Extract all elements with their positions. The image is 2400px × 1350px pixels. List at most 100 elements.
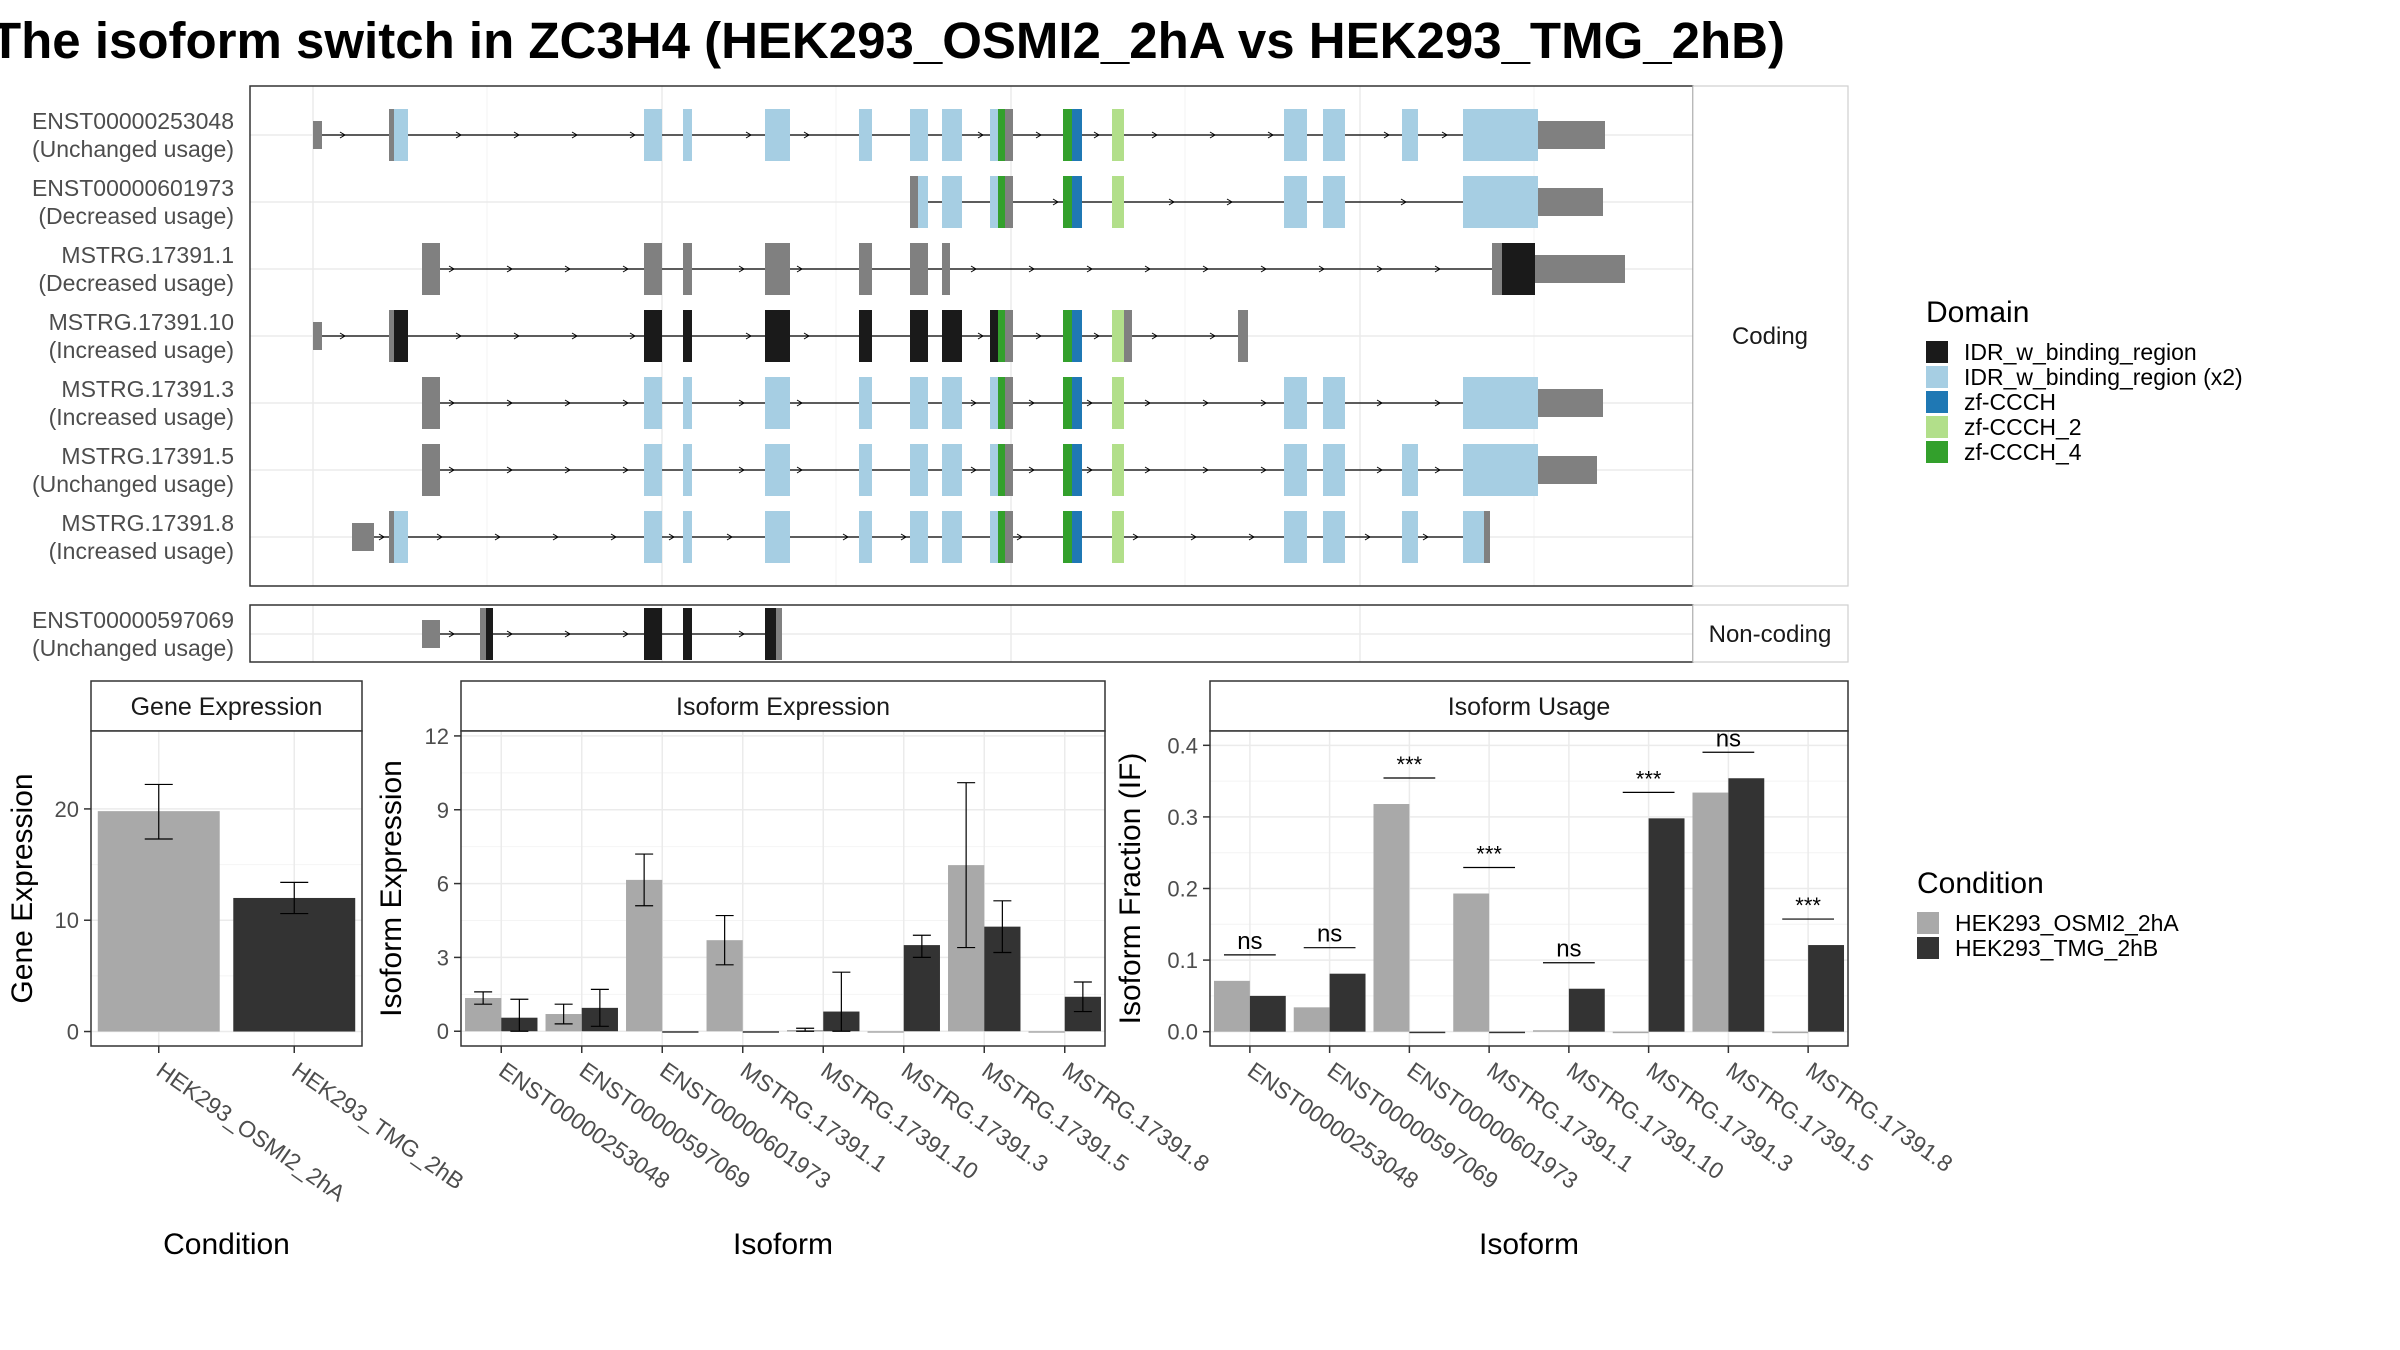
exon-block [436,444,440,496]
intron-arrow [1209,131,1216,139]
transcript-model-5 [422,444,1597,496]
exon-block [480,608,486,660]
significance-label: ns [1317,921,1342,948]
exon-block [942,310,962,362]
exon-block [1484,511,1490,563]
bar [867,1031,904,1033]
exon-block [436,377,440,429]
intron-arrow [970,466,977,474]
condition-legend-key [1917,912,1939,934]
bar [1293,1007,1330,1032]
transcript-usage-label: (Decreased usage) [38,203,234,229]
x-axis-title: Condition [163,1228,290,1261]
transcript-id-label: ENST00000597069 [32,607,234,633]
bar [233,897,356,1032]
significance-label: ns [1716,725,1741,752]
intron-arrow [1168,198,1175,206]
y-tick-label: 0 [67,1020,79,1045]
exon-block [1072,377,1082,429]
exon-block [389,310,394,362]
exon-block [910,377,928,429]
intron-arrow [448,265,455,273]
intron-arrow [629,332,636,340]
exon-block [1112,444,1124,496]
exon-block [859,444,872,496]
intron-arrow [1035,131,1042,139]
exon-block [776,608,782,660]
intron-arrow [1383,131,1390,139]
isoform-usage-panel: Isoform Usage ns ns *** *** ns *** ns *** 0.0 0.1 0… [1114,680,1958,1261]
exon-block [683,511,692,563]
exon-block [644,511,662,563]
exon-block [859,109,872,161]
intron-arrow [622,265,629,273]
intron-arrow [1376,466,1383,474]
significance-label: *** [1795,893,1821,918]
intron-arrow [1248,533,1255,541]
exon-block [765,377,790,429]
intron-arrow [1202,466,1209,474]
intron-arrow [610,533,617,541]
y-axis-title: Isoform Fraction (IF) [1114,753,1147,1025]
intron-arrow [339,332,346,340]
exon-block [1063,444,1072,496]
significance-label: *** [1476,842,1502,867]
exon-block [765,243,790,295]
bar [1329,973,1366,1032]
bar [1772,1031,1809,1034]
exon-block [1072,176,1082,228]
exon-block [313,121,322,149]
exon-block [1124,310,1132,362]
transcript-id-label: ENST00000601973 [32,175,234,201]
exon-block [1463,377,1538,429]
intron-arrow [977,332,984,340]
intron-arrow [726,533,733,541]
intron-arrow [448,466,455,474]
exon-block [644,109,662,161]
bar [1409,1031,1446,1034]
intron-arrow [1086,466,1093,474]
exon-block [910,444,928,496]
exon-block [1005,310,1013,362]
panel-strip-title: Isoform Usage [1448,693,1611,721]
exon-block [683,444,692,496]
intron-arrow [1434,265,1441,273]
exon-block [998,377,1005,429]
transcript-id-label: MSTRG.17391.5 [61,443,234,469]
exon-block [644,310,662,362]
transcript-model-6 [352,511,1490,563]
intron-arrow [1318,265,1325,273]
transcript-id-label: MSTRG.17391.3 [61,376,234,402]
intron-arrow [970,399,977,407]
intron-arrow [1016,533,1023,541]
exon-block [998,310,1005,362]
exon-block [1538,188,1603,216]
x-axis-title: Isoform [1479,1228,1579,1261]
intron-arrow [436,533,443,541]
exon-block [422,444,436,496]
exon-block [1463,109,1538,161]
condition-legend-label: HEK293_OSMI2_2hA [1955,910,2179,936]
intron-arrow [339,131,346,139]
bar [1692,792,1729,1032]
exon-block [1063,109,1072,161]
exon-block [422,377,436,429]
exon-block [1005,377,1013,429]
bar [1808,945,1845,1032]
exon-block [859,243,872,295]
exon-block [1323,109,1345,161]
exon-block [1538,121,1605,149]
intron-arrow [1028,265,1035,273]
exon-block [1072,310,1082,362]
intron-arrow [803,332,810,340]
intron-arrow [970,265,977,273]
exon-block [644,377,662,429]
panel-strip [1209,680,1849,732]
exon-block [1063,511,1072,563]
exon-block [644,444,662,496]
bar [1648,818,1685,1032]
intron-arrow [1151,131,1158,139]
intron-arrow [803,131,810,139]
coding-strip [1692,85,1849,587]
